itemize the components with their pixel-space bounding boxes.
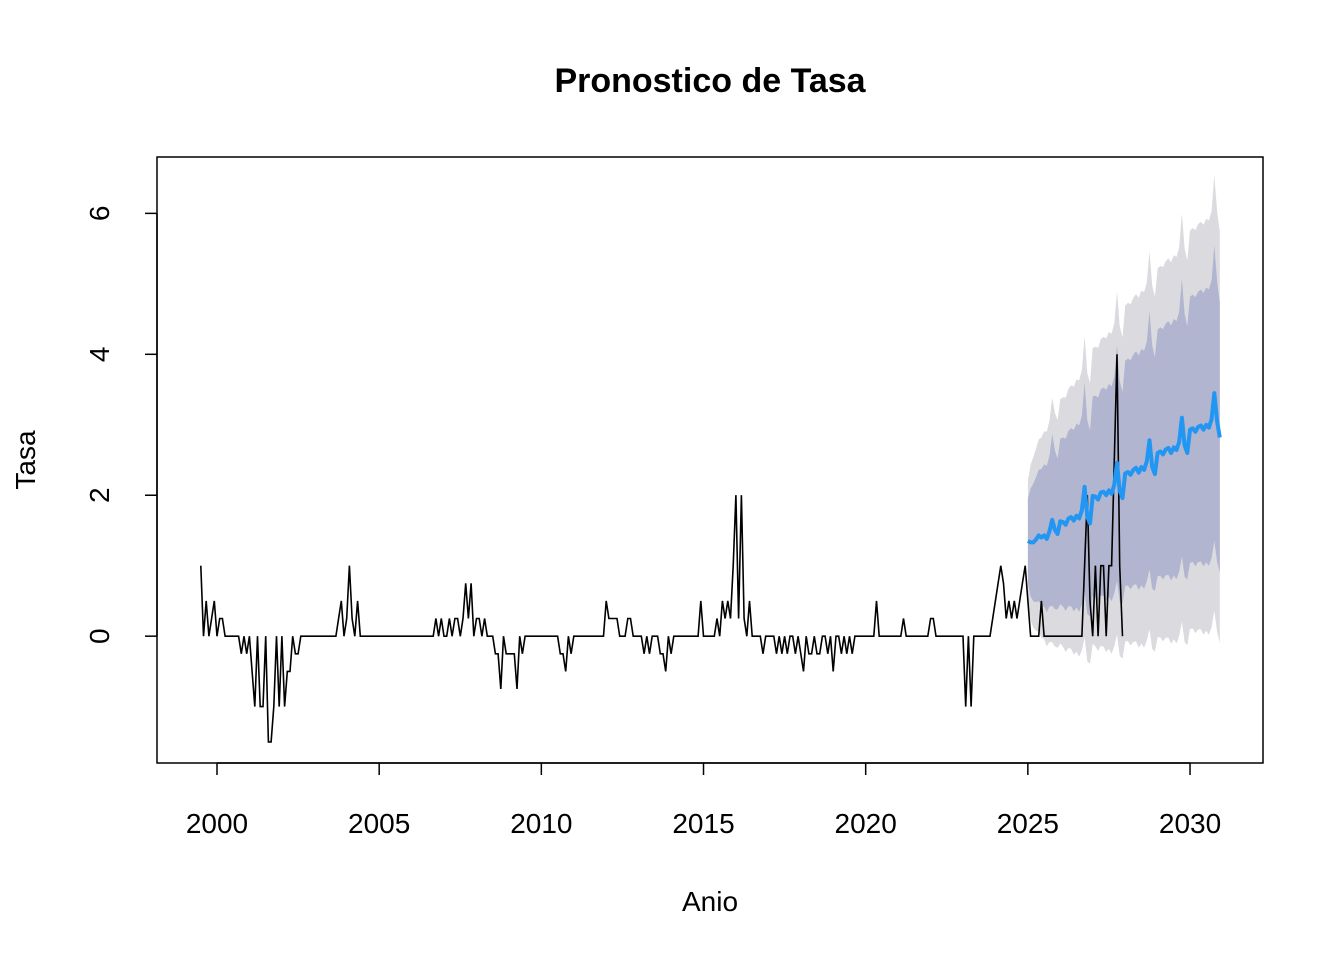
x-axis: 2000 2005 2010 2015 2020 2025 2030: [186, 762, 1221, 839]
forecast-series: [1026, 391, 1222, 545]
y-tick-label: 2: [84, 487, 115, 503]
chart-title: Pronostico de Tasa: [554, 62, 866, 100]
x-axis-label: Anio: [682, 886, 738, 917]
x-tick-label: 2000: [186, 808, 248, 839]
history-line: [200, 354, 1124, 743]
y-tick-label: 0: [84, 628, 115, 644]
x-tick-label: 2010: [510, 808, 572, 839]
y-axis-label: Tasa: [10, 430, 41, 490]
history-series: [200, 354, 1124, 743]
x-tick-label: 2005: [348, 808, 410, 839]
x-tick-label: 2030: [1159, 808, 1221, 839]
band-80: [1027, 245, 1220, 617]
y-axis: 0 2 4 6: [84, 206, 158, 644]
x-tick-label: 2020: [835, 808, 897, 839]
x-tick-label: 2025: [997, 808, 1059, 839]
x-tick-label: 2015: [672, 808, 734, 839]
prediction-intervals: [1027, 175, 1220, 664]
y-tick-label: 6: [84, 206, 115, 222]
forecast-line: [1026, 391, 1222, 545]
y-tick-label: 4: [84, 347, 115, 363]
